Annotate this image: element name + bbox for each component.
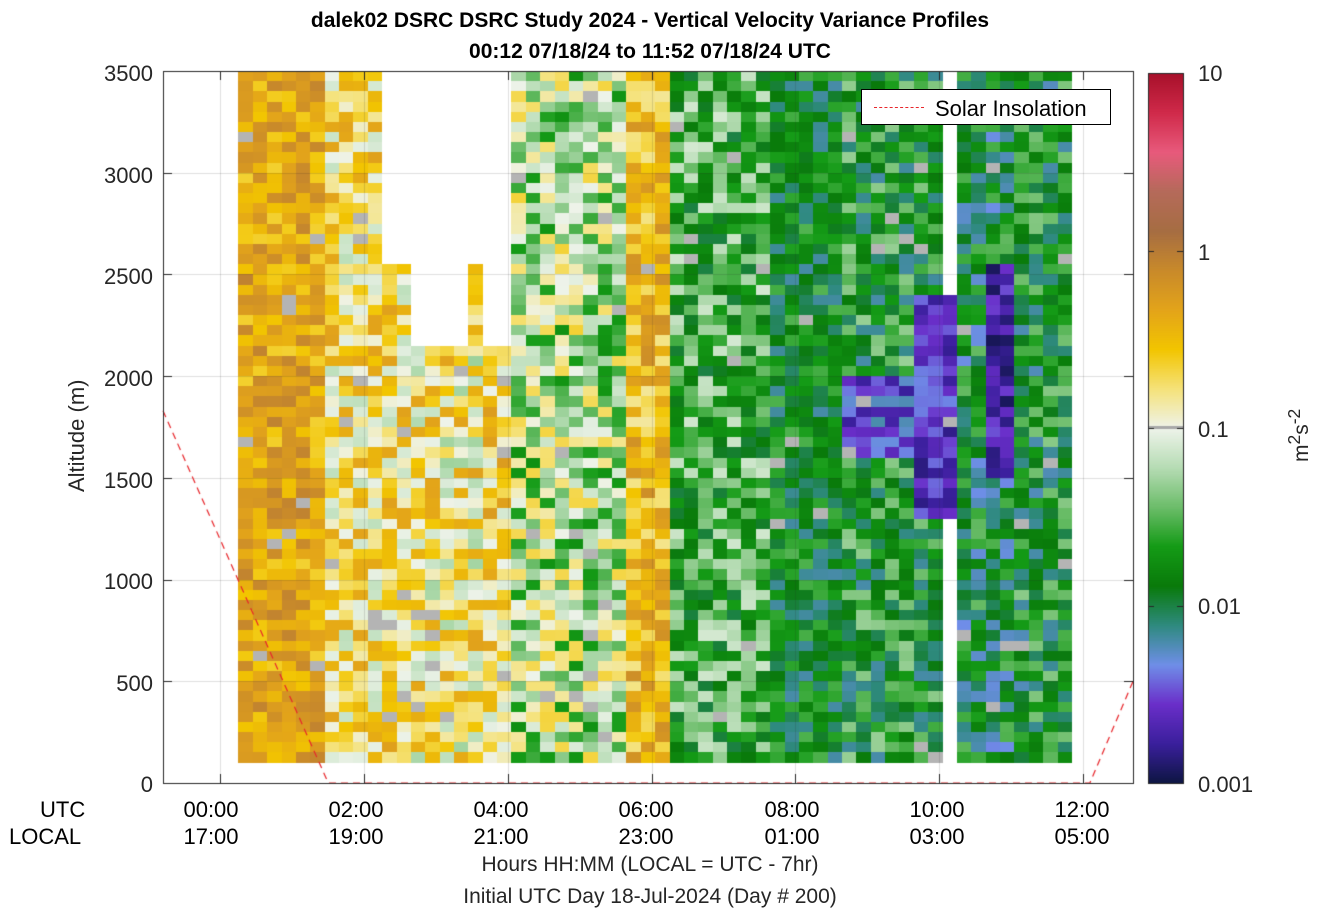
x-row-label-utc: UTC <box>40 797 86 822</box>
y-tick-label-1000: 1000 <box>104 569 153 594</box>
x-tick-local-2100: 21:00 <box>473 824 529 849</box>
x-tick-local-0100: 01:00 <box>764 824 820 849</box>
x-tick-utc-0800: 08:00 <box>764 797 820 822</box>
chart-title: dalek02 DSRC DSRC Study 2024 - Vertical … <box>310 9 990 32</box>
x-axis-label-secondary: Initial UTC Day 18-Jul-2024 (Day # 200) <box>463 885 837 908</box>
y-tick-label-1500: 1500 <box>104 468 153 493</box>
y-tick-label-2000: 2000 <box>104 366 153 391</box>
x-tick-utc-0200: 02:00 <box>328 797 384 822</box>
y-tick-label-500: 500 <box>116 671 153 696</box>
colorbar-tick-0.1: 0.1 <box>1198 417 1229 442</box>
colorbar-tick-0.01: 0.01 <box>1198 594 1241 619</box>
x-row-label-local: LOCAL <box>9 824 82 849</box>
x-tick-utc-1200: 12:00 <box>1054 797 1110 822</box>
legend-entry-solar-insolation: Solar Insolation <box>935 96 1087 121</box>
colorbar-tick-10: 10 <box>1198 61 1223 86</box>
x-tick-local-0500: 05:00 <box>1054 824 1110 849</box>
x-tick-local-2300: 23:00 <box>618 824 674 849</box>
x-tick-utc-0600: 06:00 <box>618 797 674 822</box>
chart-subtitle: 00:12 07/18/24 to 11:52 07/18/24 UTC <box>469 40 831 63</box>
x-tick-local-0300: 03:00 <box>909 824 965 849</box>
colorbar-label: m2s-2 <box>1284 408 1313 462</box>
legend: Solar Insolation <box>861 89 1111 125</box>
y-tick-label-0: 0 <box>140 772 153 797</box>
legend-dashed-line-swatch <box>874 107 924 108</box>
x-tick-local-1900: 19:00 <box>328 824 384 849</box>
x-tick-utc-1000: 10:00 <box>909 797 965 822</box>
y-tick-label-2500: 2500 <box>104 264 153 289</box>
y-tick-label-3000: 3000 <box>104 163 153 188</box>
x-tick-utc-0400: 04:00 <box>473 797 529 822</box>
colorbar-tick-1: 1 <box>1198 240 1211 265</box>
x-axis-label: Hours HH:MM (LOCAL = UTC - 7hr) <box>481 853 819 876</box>
x-tick-utc-0000: 00:00 <box>183 797 239 822</box>
y-axis-label: Altitude (m) <box>64 379 89 492</box>
y-tick-label-3500: 3500 <box>104 61 153 86</box>
colorbar-tick-0.001: 0.001 <box>1198 772 1254 797</box>
x-tick-local-1700: 17:00 <box>183 824 239 849</box>
